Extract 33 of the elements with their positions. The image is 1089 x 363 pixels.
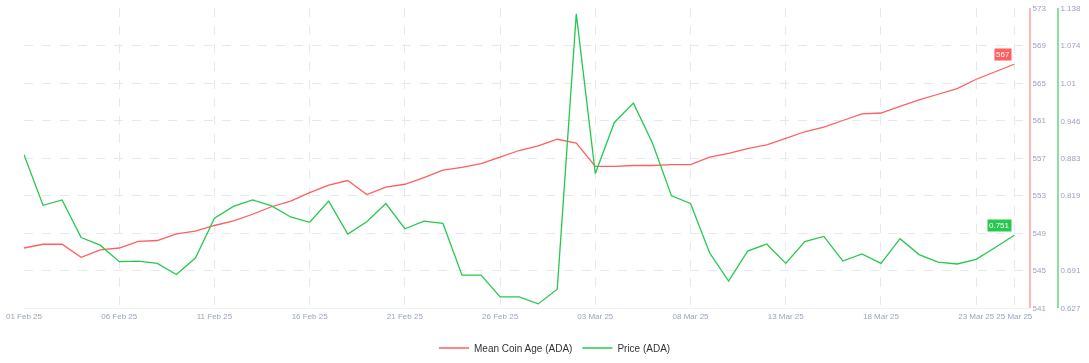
x-tick-label: 21 Feb 25 bbox=[386, 311, 424, 321]
x-tick-label: 03 Mar 25 bbox=[577, 311, 614, 321]
y-tick-label: 553 bbox=[1032, 191, 1047, 201]
y-tick-label: 549 bbox=[1032, 228, 1047, 238]
y2-tick-label: 0.691 bbox=[1060, 266, 1081, 276]
x-tick-label: 18 Mar 25 bbox=[862, 311, 900, 321]
y-tick-label: 541 bbox=[1032, 303, 1047, 313]
x-tick-label: 01 Feb 25 bbox=[5, 311, 43, 321]
y2-tick-label: 1.01 bbox=[1060, 78, 1077, 88]
y-tick-label: 565 bbox=[1032, 78, 1047, 88]
x-tick-label: 16 Feb 25 bbox=[291, 311, 329, 321]
x-tick-label: 25 Mar 25 bbox=[996, 311, 1033, 321]
y-tick-label: 573 bbox=[1032, 3, 1047, 13]
y-tick-label: 561 bbox=[1032, 116, 1047, 126]
y2-tick-label: 0.819 bbox=[1060, 191, 1081, 201]
x-tick-label: 06 Feb 25 bbox=[101, 311, 138, 321]
x-tick-label: 23 Mar 25 bbox=[958, 311, 995, 321]
x-tick-label: 11 Feb 25 bbox=[196, 311, 233, 321]
y2-tick-label: 0.627 bbox=[1060, 303, 1081, 313]
legend-label: Price (ADA) bbox=[617, 342, 671, 354]
y-tick-label: 557 bbox=[1032, 153, 1047, 163]
y2-tick-label: 1.074 bbox=[1060, 41, 1081, 51]
data-label: 0.751 bbox=[989, 221, 1010, 230]
data-label: 567 bbox=[996, 50, 1010, 59]
x-tick-label: 13 Mar 25 bbox=[767, 311, 805, 321]
y2-tick-label: 1.138 bbox=[1060, 3, 1081, 13]
y2-tick-label: 0.946 bbox=[1060, 116, 1081, 126]
y-tick-label: 569 bbox=[1032, 41, 1047, 51]
legend-label: Mean Coin Age (ADA) bbox=[474, 342, 573, 354]
y-tick-label: 545 bbox=[1032, 266, 1047, 276]
y2-tick-label: 0.883 bbox=[1060, 153, 1081, 163]
x-tick-label: 08 Mar 25 bbox=[672, 311, 710, 321]
x-tick-label: 26 Feb 25 bbox=[482, 311, 519, 321]
